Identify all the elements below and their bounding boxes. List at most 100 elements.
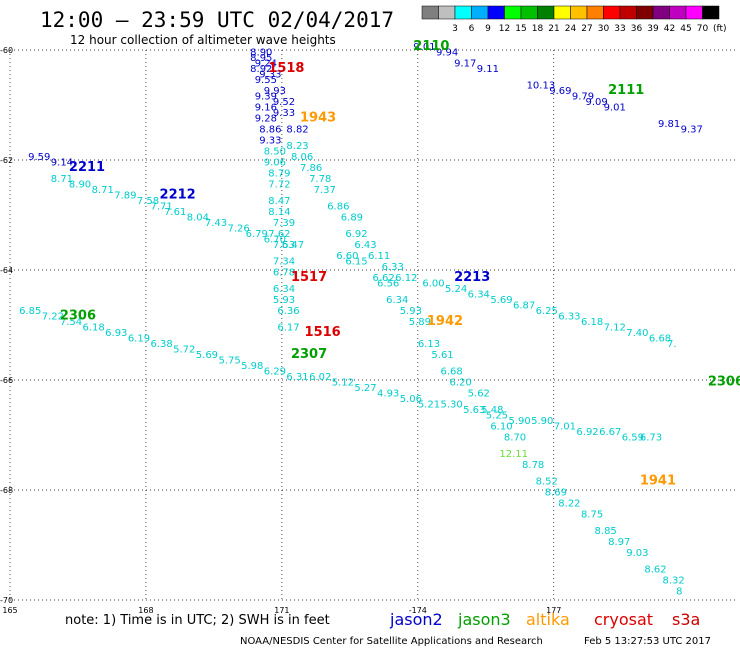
wave-height-value: 5.69 [196, 350, 218, 361]
legend-swatch [487, 5, 505, 20]
wave-height-value: 8.78 [522, 460, 544, 471]
satellite-name: s3a [672, 610, 700, 629]
wave-height-value: 6.29 [264, 367, 286, 378]
wave-height-value: 5.72 [173, 345, 195, 356]
wave-height-value: 8.52 [536, 477, 558, 488]
pass-time-label: 2306 [708, 375, 740, 390]
legend-swatch [636, 5, 654, 20]
pass-time-label: 2111 [608, 83, 644, 98]
legend-swatch [669, 5, 687, 20]
time-labels: 1518 1943 2110 2111 2211 2212 1517 2213 2306 1942… [60, 39, 740, 489]
wave-height-value: 8.85 [595, 526, 617, 537]
wave-height-value: 6.17 [277, 323, 299, 334]
legend-tick-label: 15 [515, 24, 526, 34]
wave-height-value: 8.79 [268, 169, 290, 180]
wave-height-value: 9.09 [585, 97, 607, 108]
pass-time-label: 1518 [268, 61, 304, 76]
wave-height-value: 7.58 [137, 196, 159, 207]
wave-height-value: 9.94 [436, 48, 458, 59]
wave-height-value: 6.19 [128, 334, 150, 345]
wave-height-value: 5.98 [241, 361, 263, 372]
wave-height-value: 8.14 [268, 207, 290, 218]
legend-tick-label: 18 [532, 24, 544, 34]
legend-swatch [471, 5, 489, 20]
legend-tick-label: 21 [548, 24, 559, 34]
wave-height-value: 6.79 [246, 229, 268, 240]
wave-height-value: 8.32 [663, 576, 685, 587]
wave-height-value: 9.28 [255, 114, 277, 125]
legend-tick-label: 36 [631, 24, 643, 34]
wave-height-value: 6.38 [150, 339, 172, 350]
legend-tick-label: 9 [485, 24, 491, 34]
wave-height-value: 6.36 [277, 306, 299, 317]
wave-height-value: 6.62 [373, 273, 395, 284]
legend-tick-label: 39 [647, 24, 659, 34]
legend-swatch [454, 5, 472, 20]
wave-height-value: 8.97 [608, 537, 630, 548]
wave-height-value: 9.39 [255, 92, 277, 103]
wave-height-value: 5.93 [273, 295, 295, 306]
wave-height-value: 7.62 [268, 229, 290, 240]
wave-height-value: 7.39 [273, 218, 295, 229]
wave-height-value: 7.54 [60, 317, 82, 328]
wave-height-value: 7.40 [626, 328, 648, 339]
wave-height-value: 8.69 [545, 488, 567, 499]
wave-height-value: 6.33 [558, 312, 580, 323]
wave-height-value: 7.72 [268, 180, 290, 191]
wave-height-value: 6.78 [273, 268, 295, 279]
satellite-name: cryosat [594, 610, 653, 629]
x-tick-label: 171 [274, 606, 289, 615]
wave-height-value: 7. [667, 339, 677, 350]
x-tick-label: -174 [409, 606, 427, 615]
wave-height-value: 9.06 [264, 158, 286, 169]
wave-height-value: 9.03 [626, 548, 648, 559]
y-tick-label: -62 [0, 156, 13, 165]
legend-tick-label: 70 [697, 24, 709, 34]
wave-height-value: 6.31 [286, 372, 308, 383]
wave-height-value: 8.22 [558, 499, 580, 510]
wave-height-value: 6.18 [581, 317, 603, 328]
satellite-name: altika [526, 610, 570, 629]
wave-height-value: 9.33 [273, 108, 295, 119]
wave-height-value: 8.23 [286, 141, 308, 152]
wave-height-value: 7.53 [273, 240, 295, 251]
wave-height-value: 9.55 [255, 75, 277, 86]
pass-time-label: 1941 [640, 474, 676, 489]
wave-height-value: 6.34 [273, 284, 295, 295]
color-scale-legend: 3 6 9 12 15 18 21 24 27 30 33 36 39 42 45 70 [421, 5, 720, 34]
footer-note: note: 1) Time is in UTC; 2) SWH is in fe… [65, 613, 330, 628]
wave-height-value: 9.93 [264, 86, 286, 97]
wave-height-value: 6.33 [382, 262, 404, 273]
legend-swatch [504, 5, 522, 20]
pass-time-label: 2212 [160, 188, 196, 203]
wave-height-value: 5.89 [409, 317, 431, 328]
wave-height-value: 5.90 [508, 416, 530, 427]
legend-tick-label: 33 [614, 24, 625, 34]
wave-height-value: 6.86 [327, 202, 349, 213]
wave-height-value: 7.12 [604, 323, 626, 334]
legend-swatch [586, 5, 604, 20]
legend-swatch [702, 5, 720, 20]
legend-tick-label: 24 [565, 24, 577, 34]
wave-height-value: 6.10 [490, 422, 512, 433]
x-tick-label: 177 [546, 606, 561, 615]
x-tick-label: 165 [2, 606, 17, 615]
wave-height-value: 8.86 [259, 125, 281, 136]
satellite-name: jason2 [389, 610, 443, 629]
wave-height-value: 9.33 [259, 136, 281, 147]
wave-height-value: 6.43 [354, 240, 376, 251]
pass-time-label: 2213 [454, 270, 490, 285]
wave-height-value: 10.13 [527, 81, 556, 92]
wave-height-value: 5.63 [463, 405, 485, 416]
y-tick-label: -64 [0, 266, 13, 275]
footer-credit: NOAA/NESDIS Center for Satellite Applica… [240, 636, 543, 647]
satellite-legend: jason2 jason3 altika cryosat s3a [389, 610, 700, 629]
wave-height-value: 8.04 [187, 213, 209, 224]
wave-height-value: 6.20 [450, 378, 472, 389]
wave-height-value: 9.59 [28, 152, 50, 163]
wave-height-value: 6.34 [386, 295, 408, 306]
wave-height-value: 6.59 [622, 433, 644, 444]
wave-height-value: 9.01 [413, 42, 435, 53]
wave-height-value: 5.69 [490, 295, 512, 306]
